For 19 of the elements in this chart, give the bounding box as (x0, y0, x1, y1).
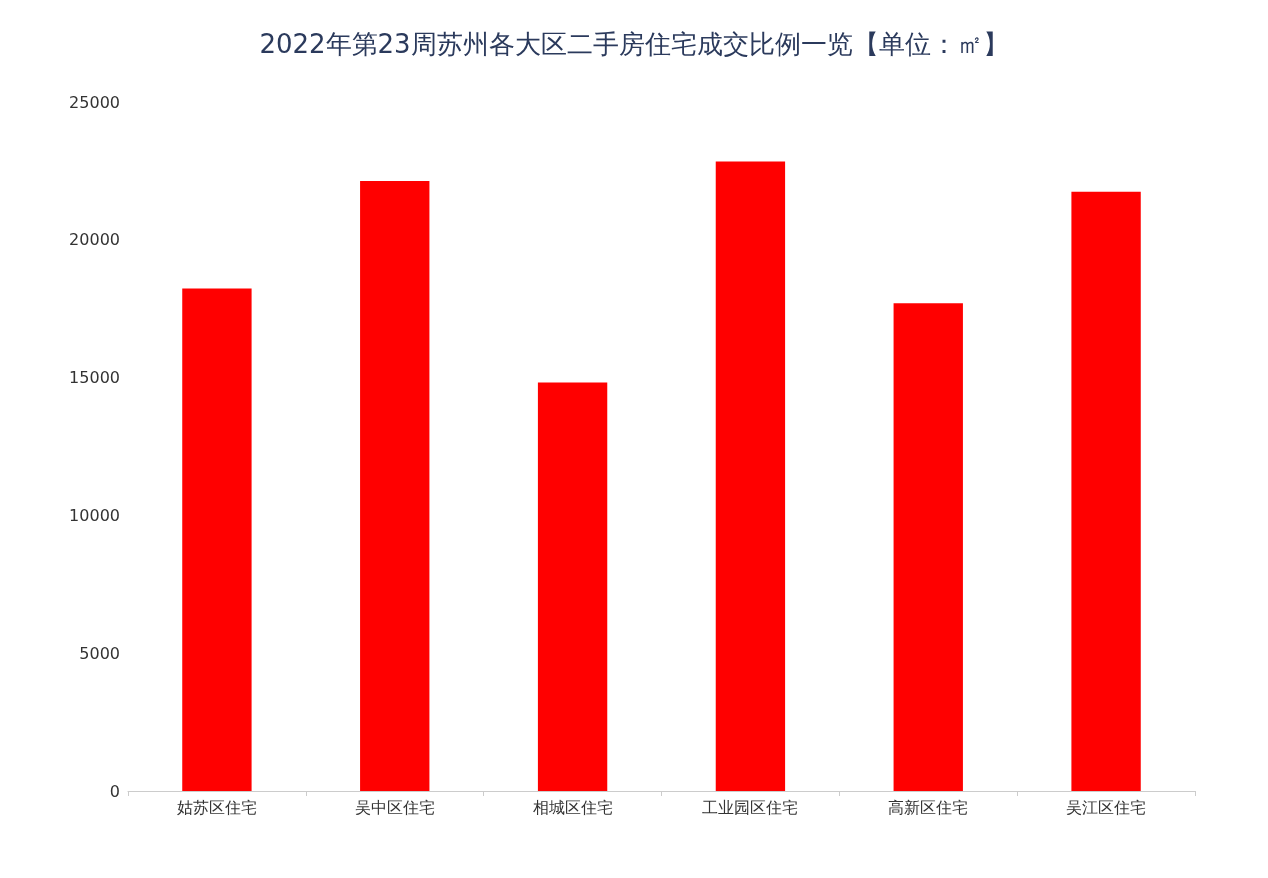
y-tick-label: 5000 (79, 643, 120, 663)
x-tick-label: 高新区住宅 (888, 797, 969, 817)
bar (182, 288, 252, 791)
y-tick-label: 15000 (69, 368, 120, 388)
x-tick-label: 吴江区住宅 (1066, 797, 1147, 817)
bar (893, 303, 963, 791)
bar (1071, 191, 1141, 791)
y-tick-label: 0 (109, 781, 120, 801)
bar (537, 382, 608, 791)
chart-title: 2022年第23周苏州各大区二手房住宅成交比例一览【单位：㎡】 (259, 29, 1009, 59)
y-tick-label: 20000 (69, 230, 120, 250)
x-tick-label: 相城区住宅 (532, 797, 613, 817)
x-tick-label: 吴中区住宅 (354, 797, 435, 817)
bar (360, 181, 430, 791)
x-tick-label: 姑苏区住宅 (176, 797, 257, 817)
x-tick-label: 工业园区住宅 (702, 797, 799, 817)
bar (715, 161, 786, 791)
y-tick-label: 25000 (69, 92, 120, 112)
y-tick-label: 10000 (69, 505, 120, 525)
